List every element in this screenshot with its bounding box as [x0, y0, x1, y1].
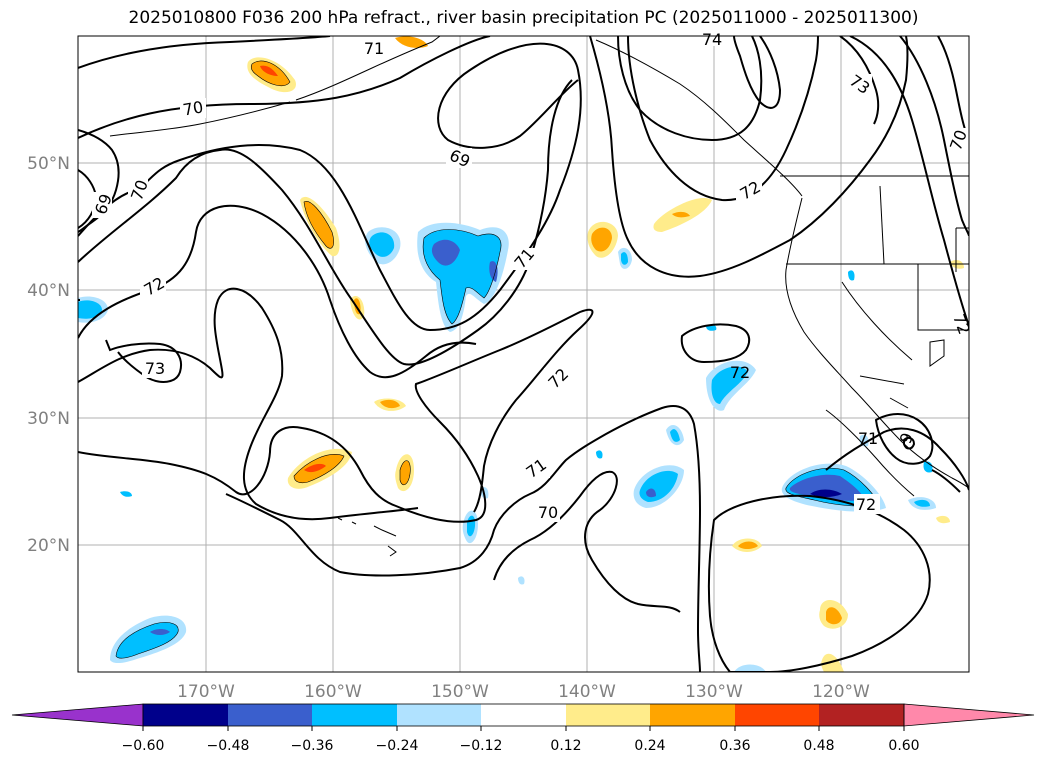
colorbar-tick-label: 0.48 [803, 738, 834, 754]
lat-label: 20°N [27, 536, 70, 556]
blob-positive [304, 463, 326, 473]
colorbar-extend-high [903, 703, 1035, 727]
coastlines [109, 36, 969, 557]
colorbar-segment [819, 704, 904, 726]
blob-positive [936, 515, 950, 524]
contour-lines [78, 36, 969, 672]
lat-label: 40°N [27, 281, 70, 301]
lat-label: 50°N [27, 154, 70, 174]
lon-label: 120°W [812, 682, 870, 702]
lon-label: 140°W [558, 682, 616, 702]
contour-label: 71 [364, 39, 384, 58]
blob-positive [395, 36, 428, 48]
colorbar-tick-label: 0.24 [634, 738, 665, 754]
colorbar-tick-label: −0.60 [122, 738, 165, 754]
contour-label: 72 [856, 495, 876, 514]
blob-negative [621, 252, 628, 265]
colorbar-segment [650, 704, 735, 726]
colorbar-segment [397, 704, 481, 726]
blob-positive [738, 541, 758, 549]
colorbar-tick-label: −0.48 [207, 738, 250, 754]
colorbar: −0.60 −0.48 −0.36 −0.24 −0.12 0.12 0.24 … [11, 703, 1035, 754]
blob-negative [646, 488, 656, 498]
axis-labels: 170°W 160°W 150°W 140°W 130°W 120°W 50°N… [27, 154, 870, 702]
shaded-blobs [78, 36, 964, 672]
blob-positive [260, 65, 278, 76]
blob-positive [304, 201, 334, 249]
colorbar-tick-label: −0.36 [291, 738, 334, 754]
blob-positive [826, 607, 842, 625]
blob-negative [489, 261, 498, 282]
map-area [78, 36, 969, 672]
colorbar-segment [566, 704, 650, 726]
contour-label: 73 [145, 359, 165, 378]
colorbar-tick-label: 0.12 [550, 738, 581, 754]
shading-outlines [115, 60, 879, 659]
blob-negative [518, 576, 525, 585]
colorbar-segment [735, 704, 819, 726]
colorbar-tick-label: 0.36 [719, 738, 750, 754]
blob-negative [670, 429, 680, 442]
blob-negative [150, 629, 170, 635]
colorbar-extend-low [11, 703, 144, 727]
map-title: 2025010800 F036 200 hPa refract., river … [128, 8, 919, 28]
contour-label: 71 [858, 429, 878, 448]
blob-positive [672, 211, 690, 218]
lat-label: 30°N [27, 409, 70, 429]
blob-positive [400, 460, 411, 485]
lon-label: 130°W [685, 682, 743, 702]
contour-label: 70 [538, 503, 558, 522]
blob-negative [711, 366, 748, 404]
contour-label: 74 [702, 30, 722, 49]
blob-negative [78, 300, 102, 319]
blob-negative [596, 450, 603, 459]
lon-label: 170°W [177, 682, 235, 702]
lon-label: 150°W [431, 682, 489, 702]
gridlines [78, 36, 969, 672]
colorbar-segment [143, 704, 228, 726]
colorbar-segment [228, 704, 312, 726]
blob-negative [810, 489, 842, 497]
contour-label: 72 [730, 363, 750, 382]
blob-negative [914, 499, 930, 507]
colorbar-segment [312, 704, 397, 726]
blob-negative [789, 474, 864, 501]
blob-positive [821, 653, 844, 672]
blob-negative [369, 232, 395, 257]
colorbar-tick-label: −0.24 [376, 738, 419, 754]
blob-positive [591, 227, 612, 252]
contour-label: 70 [181, 97, 204, 119]
blob-negative [848, 270, 855, 281]
blob-negative [120, 491, 132, 497]
blob-positive [380, 399, 400, 409]
colorbar-tick-label: 0.60 [888, 738, 919, 754]
blob-negative [431, 239, 460, 266]
blob-negative [859, 434, 869, 447]
colorbar-tick-label: −0.12 [460, 738, 503, 754]
lon-label: 160°W [304, 682, 362, 702]
colorbar-segment [481, 704, 566, 726]
contour-labels: 71 74 73 70 69 70 69 70 72 71 72 73 72 7… [91, 30, 974, 522]
blob-negative [734, 664, 766, 672]
map-frame [77, 35, 970, 673]
